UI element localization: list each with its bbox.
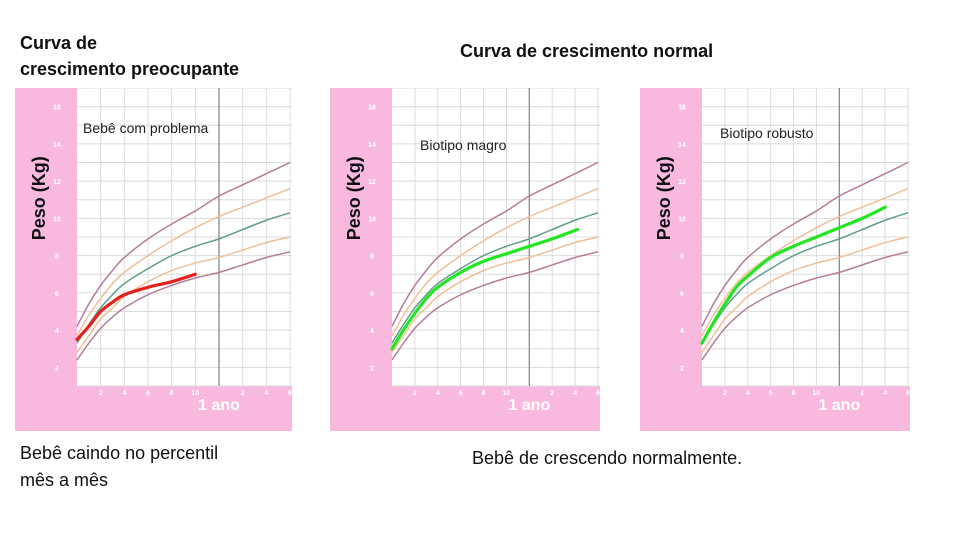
- baby-weight-curve: [75, 272, 197, 342]
- y-tick-label: 14: [678, 142, 686, 149]
- x-tick-label: 4: [436, 390, 440, 397]
- percentile-curve-p15: [76, 236, 291, 353]
- x-tick-label: 6: [288, 390, 292, 397]
- percentile-curve-p3: [391, 251, 599, 361]
- x-axis-label: 1 ano: [818, 397, 860, 414]
- left-title-line2: crescimento preocupante: [20, 59, 240, 79]
- y-tick-label: 8: [370, 254, 374, 261]
- x-tick-label: 10: [813, 390, 821, 397]
- y-tick-label: 10: [678, 216, 686, 223]
- x-tick-label: 6: [596, 390, 600, 397]
- x-tick-label: 2: [241, 390, 245, 397]
- percentile-curve-p15: [701, 236, 909, 353]
- percentile-curve-p85: [76, 187, 291, 337]
- chart-robust: 2 4 6 8 10 12 14 16 2 4 6 8 10 2 4 6 1 ano Peso (Kg) Bioti…: [640, 87, 910, 436]
- x-tick-label: 10: [503, 390, 511, 397]
- x-tick-label: 2: [723, 390, 727, 397]
- x-tick-label: 6: [459, 390, 463, 397]
- x-tick-label: 2: [413, 390, 417, 397]
- x-axis-label: 1 ano: [198, 397, 240, 414]
- y-tick-label: 4: [370, 328, 374, 335]
- y-tick-label: 2: [680, 365, 684, 372]
- chart-annotation: Biotipo magro: [420, 137, 507, 153]
- y-tick-label: 10: [53, 216, 61, 223]
- left-caption: Bebê caindo no percentil mês a mês: [20, 440, 218, 494]
- right-caption: Bebê de crescendo normalmente.: [472, 448, 743, 468]
- y-axis-label: Peso (Kg): [344, 156, 364, 240]
- chart-annotation: Biotipo robusto: [720, 125, 814, 141]
- percentile-curve-p50: [391, 212, 599, 344]
- x-tick-label: 4: [122, 390, 126, 397]
- chart-annotation: Bebê com problema: [83, 120, 209, 136]
- y-tick-label: 6: [55, 291, 59, 298]
- x-tick-label: 8: [792, 390, 796, 397]
- baby-weight-curve: [390, 227, 579, 351]
- y-tick-label: 8: [55, 254, 59, 261]
- y-tick-label: 14: [368, 142, 376, 149]
- y-tick-label: 2: [55, 365, 59, 372]
- x-tick-label: 8: [482, 390, 486, 397]
- y-tick-label: 6: [370, 291, 374, 298]
- percentile-curve-p50: [701, 212, 909, 344]
- x-tick-label: 4: [264, 390, 268, 397]
- left-title-line1: Curva de: [20, 33, 98, 53]
- y-tick-label: 12: [678, 179, 686, 186]
- percentile-curve-p15: [391, 236, 599, 353]
- chart-problem: 2 4 6 8 10 12 14 16 2 4 6 8 10 2 4 6 1 ano Peso (Kg) Bebê …: [15, 87, 292, 436]
- percentile-curve-p97: [76, 161, 291, 327]
- y-tick-label: 6: [680, 291, 684, 298]
- right-title: Curva de crescimento normal: [460, 41, 714, 61]
- chart-thin: 2 4 6 8 10 12 14 16 2 4 6 8 10 2 4 6 1 ano Peso (Kg) Bioti…: [330, 87, 600, 436]
- percentile-curve-p97: [701, 161, 909, 327]
- percentile-curve-p50: [76, 212, 291, 344]
- y-tick-label: 16: [678, 105, 686, 112]
- percentile-curve-p3: [701, 251, 909, 361]
- percentile-curve-p3: [76, 251, 291, 361]
- baby-weight-curve: [700, 205, 887, 345]
- x-tick-label: 8: [170, 390, 174, 397]
- y-tick-label: 12: [53, 179, 61, 186]
- y-tick-label: 16: [368, 105, 376, 112]
- x-tick-label: 6: [769, 390, 773, 397]
- x-tick-label: 10: [191, 390, 199, 397]
- y-tick-label: 4: [680, 328, 684, 335]
- x-tick-label: 4: [573, 390, 577, 397]
- y-tick-label: 8: [680, 254, 684, 261]
- left-caption-line2: mês a mês: [20, 470, 109, 490]
- x-tick-label: 2: [550, 390, 554, 397]
- y-axis-label: Peso (Kg): [29, 156, 49, 240]
- y-tick-label: 14: [53, 142, 61, 149]
- y-tick-label: 2: [370, 365, 374, 372]
- y-tick-label: 10: [368, 216, 376, 223]
- x-tick-label: 4: [883, 390, 887, 397]
- y-tick-label: 16: [53, 105, 61, 112]
- left-caption-line1: Bebê caindo no percentil: [20, 443, 219, 463]
- percentile-curve-p85: [391, 187, 599, 337]
- y-tick-label: 4: [55, 328, 59, 335]
- x-tick-label: 2: [99, 390, 103, 397]
- percentile-curve-p85: [701, 187, 909, 337]
- x-tick-label: 2: [860, 390, 864, 397]
- percentile-curve-p97: [391, 161, 599, 327]
- x-tick-label: 4: [746, 390, 750, 397]
- y-axis-label: Peso (Kg): [654, 156, 674, 240]
- x-tick-label: 6: [146, 390, 150, 397]
- y-tick-label: 12: [368, 179, 376, 186]
- x-axis-label: 1 ano: [508, 397, 550, 414]
- left-title: Curva de crescimento preocupante: [20, 30, 239, 82]
- x-tick-label: 6: [906, 390, 910, 397]
